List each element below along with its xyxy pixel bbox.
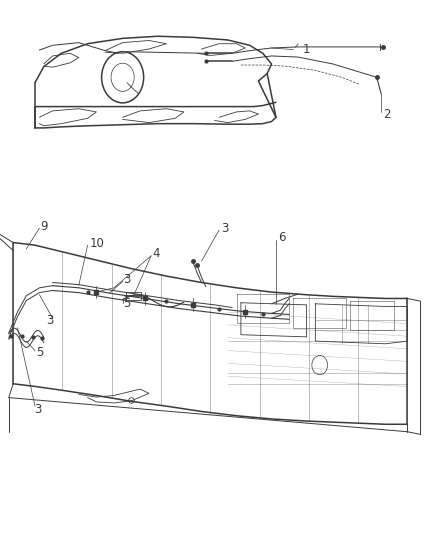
Text: 1: 1 <box>302 43 310 55</box>
Bar <box>126 292 141 300</box>
Text: 10: 10 <box>89 237 104 250</box>
Text: 2: 2 <box>383 108 391 121</box>
Text: 4: 4 <box>152 247 160 260</box>
Text: 3: 3 <box>124 273 131 286</box>
Text: 3: 3 <box>46 314 53 327</box>
Text: 6: 6 <box>278 231 286 244</box>
Text: 3: 3 <box>221 222 229 235</box>
Text: 3: 3 <box>34 403 42 416</box>
Text: 9: 9 <box>40 220 48 233</box>
Text: 5: 5 <box>36 346 43 359</box>
Text: 5: 5 <box>124 297 131 310</box>
